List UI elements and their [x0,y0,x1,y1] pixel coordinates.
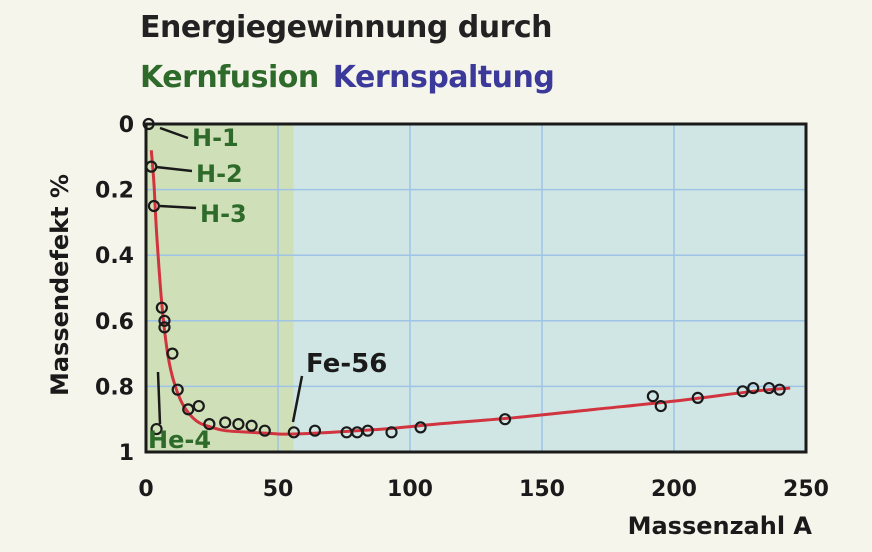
annotation-label: Fe-56 [306,349,387,379]
data-point [142,117,155,131]
annotation-label: He-4 [148,426,211,454]
y-tick-label: 0.4 [95,244,134,269]
plot-frame [144,122,808,454]
data-point [158,314,171,327]
data-point [166,347,179,360]
y-tick-label: 0 [119,113,134,138]
data-point [654,399,667,413]
data-point [171,383,184,396]
fission-region [293,124,807,452]
x-tick-label: 50 [263,477,294,502]
y-tick-label: 0.8 [95,375,134,400]
annotation-label: H-1 [192,124,239,152]
x-axis-label: Massenzahl A [628,512,813,540]
data-point [150,422,163,436]
annotation-label: H-3 [200,200,247,228]
data-point [258,424,271,437]
fusion-region [146,124,294,452]
data-point [414,421,427,434]
data-point [646,390,659,403]
data-point [232,418,245,431]
x-tick-label: 0 [138,477,153,502]
fusion-label: Kernfusion [140,60,319,95]
data-point [498,413,512,426]
data-point [361,424,374,437]
data-point [182,403,195,416]
y-axis-label: Massendefekt % [46,174,74,396]
data-point [203,418,216,431]
annotation-leader [156,371,162,425]
chart-title: Energiegewinnung durch [140,10,553,45]
x-tick-label: 100 [387,477,433,502]
data-point [287,426,300,439]
data-point [192,399,205,413]
data-point [736,385,749,398]
spaltung-label: Kernspaltung [332,60,555,95]
binding-energy-curve [149,150,791,436]
annotation-leader [155,165,193,173]
x-tick-label: 250 [783,477,829,502]
data-point [385,426,398,439]
annotation-leader [291,375,304,423]
data-point [147,199,161,213]
data-point [691,391,704,404]
x-tick-label: 150 [519,477,565,502]
data-point [747,381,760,395]
data-point [155,301,168,314]
y-tick-label: 1 [119,441,134,466]
data-point [219,416,232,429]
annotation-label: H-2 [196,160,243,188]
data-point [773,383,786,396]
x-tick-label: 200 [651,477,697,502]
y-tick-label: 0.2 [95,179,134,204]
annotation-leader [159,204,197,210]
data-point [245,419,258,432]
data-point [158,321,171,334]
annotation-leader [159,126,189,140]
data-point [308,424,322,437]
y-tick-label: 0.6 [95,310,134,335]
chart-subtitle: Kernfusion Kernspaltung [140,60,555,95]
